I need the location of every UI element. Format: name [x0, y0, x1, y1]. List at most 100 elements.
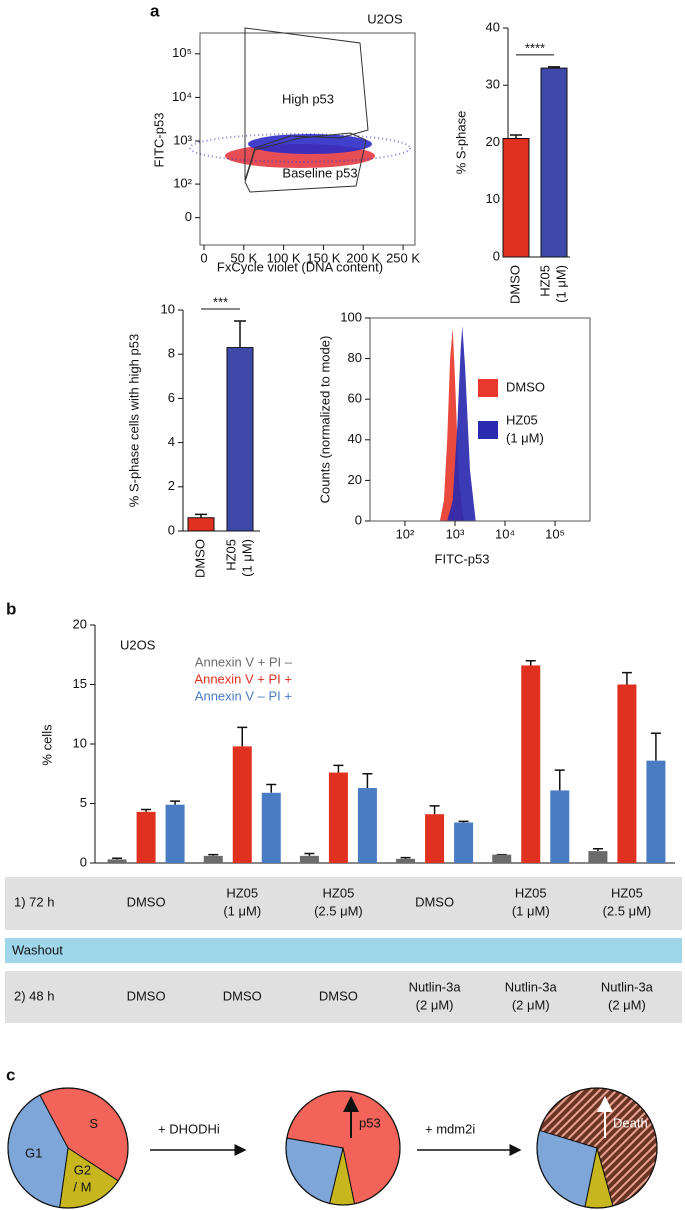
y-tick-label: 80: [348, 350, 362, 365]
bar: [187, 517, 215, 532]
x-tick-label: HZ05: [223, 539, 238, 571]
y-tick-label: 10⁴: [172, 89, 192, 104]
legend-label: DMSO: [506, 379, 545, 394]
row-label: 1) 72 h: [14, 894, 54, 909]
panel-letter: c: [6, 1065, 15, 1084]
y-tick-label: 60: [348, 391, 362, 406]
pie-label: / M: [73, 1180, 91, 1195]
y-tick-label: 2: [168, 478, 175, 493]
x-tick-label: 10⁵: [545, 526, 565, 541]
y-tick-label: 4: [168, 434, 175, 449]
table-cell: (1 μM): [223, 903, 261, 918]
y-tick-label: 5: [80, 795, 87, 810]
x-tick-label: 10⁴: [495, 526, 515, 541]
table-cell: DMSO: [415, 894, 454, 909]
bar: [588, 851, 608, 863]
x-tick-label: 50 K: [230, 250, 257, 265]
y-tick-label: 10³: [173, 132, 192, 147]
error-bar: [592, 847, 603, 852]
x-tick-label: 100 K: [267, 250, 301, 265]
annotation: + DHODHi: [158, 1121, 220, 1136]
bar: [261, 792, 281, 863]
error-bar: [237, 726, 248, 747]
pie-label: G2: [74, 1163, 91, 1178]
pie-outline: [536, 1087, 658, 1209]
panel-letter: b: [6, 599, 16, 618]
x-tick-label: HZ05: [537, 265, 552, 297]
table-row-bg: [5, 971, 682, 1023]
plot-frame: [199, 32, 416, 246]
cloud: [248, 134, 372, 154]
error-bar: [112, 857, 123, 860]
error-bar: [650, 732, 661, 761]
plot-frame: [369, 317, 591, 522]
table-row-bg: [5, 877, 682, 930]
table-cell: Nutlin-3a: [409, 979, 462, 994]
chart-title: U2OS: [367, 11, 403, 26]
bar: [540, 67, 568, 258]
washout-bg: [5, 938, 682, 963]
y-tick-label: 0: [185, 209, 192, 224]
axis-title: FITC-p53: [151, 113, 166, 168]
y-tick-label: 6: [168, 390, 175, 405]
table-cell: HZ05: [323, 885, 355, 900]
y-tick-label: 100: [340, 309, 362, 324]
pie-outline: [285, 1090, 401, 1206]
y-tick-label: 20: [486, 134, 500, 149]
cloud: [189, 133, 411, 163]
legend-label: HZ05: [506, 412, 538, 427]
arrow-label: Death: [613, 1115, 648, 1130]
error-bar: [362, 773, 373, 789]
error-bar: [234, 320, 246, 348]
pie-label: G1: [25, 1145, 42, 1160]
error-bar: [510, 134, 522, 139]
error-bar: [195, 513, 207, 518]
x-tick-label: 250 K: [386, 250, 420, 265]
error-bar: [141, 808, 152, 812]
bar: [203, 855, 223, 863]
annotation: High p53: [282, 91, 334, 106]
legend-label: Annexin V + PI +: [194, 671, 292, 686]
bar: [299, 855, 319, 863]
bar: [617, 684, 637, 863]
axis-title: FxCycle violet (DNA content): [217, 259, 383, 274]
significance: ***: [213, 294, 228, 309]
legend-label: Annexin V + PI –: [195, 654, 293, 669]
error-bar: [304, 852, 315, 856]
error-bar: [208, 853, 219, 856]
axis-title: FITC-p53: [435, 551, 490, 566]
bar: [646, 760, 666, 863]
y-tick-label: 0: [80, 854, 87, 869]
y-tick-label: 10: [486, 191, 500, 206]
y-tick-label: 0: [168, 522, 175, 537]
bar: [226, 347, 254, 532]
significance: ****: [525, 40, 545, 55]
error-bar: [266, 783, 277, 793]
y-tick-label: 20: [73, 616, 87, 631]
table-cell: DMSO: [127, 988, 166, 1003]
legend-label: (1 μM): [506, 430, 544, 445]
x-tick-label: (1 μM): [553, 265, 568, 303]
y-tick-label: 8: [168, 346, 175, 361]
y-tick-label: 0: [493, 248, 500, 263]
table-cell: (2.5 μM): [603, 903, 652, 918]
area: [447, 326, 476, 521]
annotation: + mdm2i: [425, 1121, 475, 1136]
bar: [165, 804, 185, 863]
bar: [550, 790, 570, 863]
annotation: Baseline p53: [282, 165, 357, 180]
table-cell: DMSO: [127, 894, 166, 909]
bar: [232, 746, 252, 863]
y-tick-label: 40: [486, 19, 500, 34]
y-tick-label: 10²: [173, 176, 192, 191]
table-cell: (2 μM): [416, 997, 454, 1012]
legend-swatch: [478, 379, 498, 397]
error-bar: [429, 805, 440, 815]
arrow-label: p53: [359, 1115, 381, 1130]
y-tick-label: 30: [486, 77, 500, 92]
table-cell: DMSO: [319, 988, 358, 1003]
bar: [328, 772, 348, 863]
error-bar: [525, 659, 536, 666]
y-tick-label: 10⁵: [172, 45, 192, 60]
